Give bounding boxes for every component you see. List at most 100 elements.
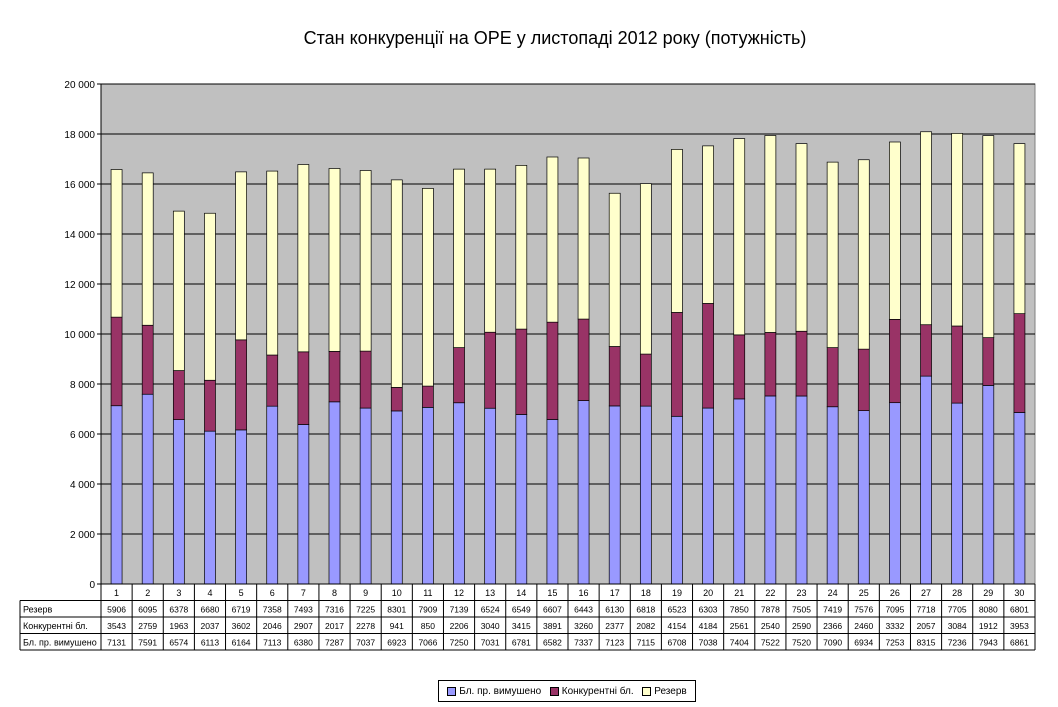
legend-item: Резерв (642, 686, 687, 697)
bar-segment (889, 402, 901, 585)
bar-segment (422, 385, 434, 408)
table-cell: 7705 (948, 604, 967, 614)
bar-segment (889, 319, 901, 404)
y-tick-label: 12 000 (64, 280, 95, 291)
bar-segment (235, 339, 247, 431)
table-cell: 3260 (574, 621, 593, 631)
category-label: 26 (890, 588, 900, 598)
table-cell: 6095 (138, 604, 157, 614)
y-tick-label: 14 000 (64, 230, 95, 241)
table-cell: 6130 (605, 604, 624, 614)
bar-segment (453, 347, 465, 404)
table-cell: 7522 (761, 637, 780, 647)
category-label: 11 (423, 588, 432, 598)
table-cell: 7115 (637, 637, 656, 647)
y-tick-label: 4 000 (70, 480, 95, 491)
table-cell: 7520 (792, 637, 811, 647)
table-cell: 7404 (730, 637, 749, 647)
table-cell: 6113 (201, 637, 220, 647)
table-cell: 7090 (823, 637, 842, 647)
table-cell: 6923 (387, 637, 406, 647)
legend-label: Конкурентні бл. (561, 685, 634, 697)
table-cell: 8080 (979, 604, 998, 614)
table-cell: 7287 (325, 637, 344, 647)
bar-segment (951, 325, 964, 404)
table-cell: 3543 (107, 621, 126, 631)
table-cell: 6781 (512, 637, 531, 647)
bar-segment (110, 316, 123, 407)
table-cell: 2037 (201, 621, 220, 631)
bar-segment (671, 149, 683, 313)
table-cell: 8315 (917, 637, 936, 647)
table-cell: 6523 (668, 604, 687, 614)
bar-segment (982, 135, 995, 338)
category-label: 18 (641, 588, 651, 598)
bar-segment (577, 318, 590, 401)
category-label: 2 (145, 588, 150, 598)
bar-segment (951, 133, 964, 327)
table-cell: 3953 (1010, 621, 1029, 631)
legend-swatch (642, 686, 652, 696)
category-label: 9 (363, 588, 368, 598)
table-cell: 6861 (1010, 637, 1029, 647)
bar-segment (733, 398, 746, 585)
bar-segment (826, 161, 839, 348)
table-cell: 7850 (730, 604, 749, 614)
legend-swatch (447, 686, 457, 696)
table-row-label: Конкурентні бл. (23, 621, 88, 631)
bar-segment (235, 429, 247, 585)
table-cell: 7493 (294, 604, 313, 614)
table-cell: 2540 (761, 621, 780, 631)
table-cell: 5906 (107, 604, 126, 614)
bar-segment (608, 405, 621, 585)
table-row-label: Резерв (23, 604, 52, 614)
bar-segment (266, 405, 279, 585)
category-label: 20 (703, 588, 713, 598)
bar-segment (764, 395, 777, 585)
category-label: 17 (610, 588, 620, 598)
table-cell: 8301 (387, 604, 406, 614)
bar-segment (172, 419, 185, 585)
bar-segment (297, 424, 310, 585)
bar-segment (639, 405, 652, 585)
bar-segment (328, 168, 341, 352)
category-label: 28 (952, 588, 962, 598)
legend-swatch (549, 686, 559, 696)
category-label: 22 (765, 588, 775, 598)
table-cell: 7909 (418, 604, 437, 614)
table-cell: 6524 (481, 604, 500, 614)
bar-segment (702, 303, 714, 409)
bar-segment (889, 141, 901, 320)
table-cell: 7236 (948, 637, 967, 647)
bar-segment (266, 170, 279, 356)
chart-title: Стан конкуренції на ОРЕ у листопаді 2012… (303, 28, 807, 48)
bar-segment (795, 330, 808, 397)
bar-segment (515, 165, 528, 330)
y-tick-label: 0 (89, 580, 95, 591)
category-label: 4 (207, 588, 212, 598)
table-cell: 6164 (232, 637, 251, 647)
bar-segment (453, 402, 465, 585)
category-label: 25 (859, 588, 869, 598)
bar-segment (577, 400, 590, 585)
y-tick-label: 6 000 (70, 430, 95, 441)
table-row-label: Бл. пр. вимушено (23, 637, 97, 647)
bar-segment (266, 354, 279, 407)
bar-segment (826, 406, 839, 585)
legend-item: Конкурентні бл. (549, 685, 634, 697)
table-cell: 2366 (823, 621, 842, 631)
bar-segment (328, 401, 341, 585)
y-tick-label: 2 000 (70, 530, 95, 541)
table-cell: 6818 (636, 604, 655, 614)
table-cell: 7718 (917, 604, 936, 614)
bar-segment (920, 324, 932, 377)
table-cell: 7066 (418, 637, 437, 647)
legend-label: Бл. пр. вимушено (459, 685, 542, 697)
bar-segment (733, 334, 746, 400)
bar-segment (359, 170, 372, 352)
category-label: 8 (332, 588, 337, 598)
table-cell: 2206 (450, 621, 469, 631)
table-cell: 6934 (854, 637, 873, 647)
table-cell: 3891 (543, 621, 562, 631)
